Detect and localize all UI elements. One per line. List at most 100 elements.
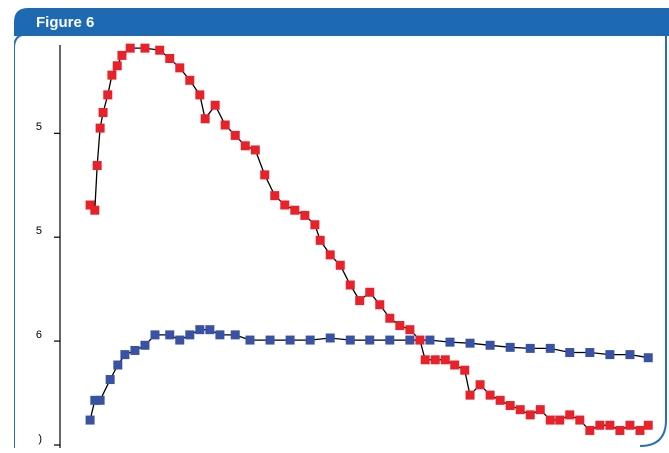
point: [595, 420, 605, 430]
point: [325, 250, 335, 260]
point: [385, 313, 395, 323]
point: [375, 300, 385, 310]
point: [305, 335, 315, 345]
plot: ) 6 5 5: [36, 43, 653, 448]
point: [95, 395, 105, 405]
y-tick-label: 5: [36, 121, 42, 133]
point: [250, 145, 260, 155]
point: [300, 210, 310, 220]
y-tick-label: 5: [36, 225, 42, 237]
point: [105, 375, 115, 385]
point: [195, 90, 205, 100]
point: [643, 420, 653, 430]
point: [335, 260, 345, 270]
point: [565, 410, 575, 420]
point: [140, 43, 150, 53]
point: [515, 405, 525, 415]
point: [195, 325, 205, 335]
header-bar: [14, 8, 669, 36]
point: [205, 325, 215, 335]
point: [185, 330, 195, 340]
point: [130, 345, 140, 355]
point: [505, 342, 515, 352]
point: [445, 337, 455, 347]
point: [125, 43, 135, 53]
point: [260, 170, 270, 180]
point: [525, 410, 535, 420]
point: [113, 360, 123, 370]
point: [465, 338, 475, 348]
point: [345, 335, 355, 345]
point: [90, 395, 100, 405]
y-tick-label: 6: [36, 329, 42, 341]
point: [315, 235, 325, 245]
point: [112, 61, 122, 71]
point: [460, 365, 470, 375]
point: [165, 54, 175, 64]
point: [450, 360, 460, 370]
point: [365, 335, 375, 345]
point: [85, 415, 95, 425]
point: [485, 390, 495, 400]
point: [605, 350, 615, 360]
point: [285, 335, 295, 345]
point: [395, 321, 405, 331]
point: [140, 340, 150, 350]
point: [545, 343, 555, 353]
point: [265, 335, 275, 345]
point: [545, 415, 555, 425]
point: [495, 395, 505, 405]
point: [270, 191, 280, 201]
point: [505, 401, 515, 411]
point: [85, 200, 95, 210]
point: [565, 348, 575, 358]
point: [425, 335, 435, 345]
point: [485, 340, 495, 350]
point: [117, 50, 127, 60]
point: [245, 335, 255, 345]
point: [200, 114, 210, 124]
point: [525, 343, 535, 353]
point: [240, 141, 250, 151]
point: [365, 287, 375, 297]
point: [155, 45, 165, 55]
point: [175, 63, 185, 73]
point: [120, 350, 130, 360]
y-tick-label: ): [38, 433, 42, 445]
point: [415, 335, 425, 345]
point: [585, 425, 595, 435]
point: [405, 325, 415, 335]
point: [150, 330, 160, 340]
point: [430, 355, 440, 365]
point: [95, 123, 105, 133]
point: [280, 200, 290, 210]
point: [555, 415, 565, 425]
point: [215, 330, 225, 340]
point: [465, 390, 475, 400]
point: [210, 100, 220, 110]
point: [98, 108, 108, 118]
point: [575, 415, 585, 425]
point: [625, 420, 635, 430]
point: [535, 405, 545, 415]
point: [355, 296, 365, 306]
point: [230, 330, 240, 340]
point: [405, 335, 415, 345]
point: [175, 335, 185, 345]
point: [605, 420, 615, 430]
point: [440, 355, 450, 365]
point: [92, 161, 102, 171]
point: [185, 75, 195, 85]
point: [325, 333, 335, 343]
point: [310, 220, 320, 230]
point: [420, 355, 430, 365]
figure-title: Figure 6: [36, 14, 94, 31]
point: [643, 353, 653, 363]
point: [290, 205, 300, 215]
point: [103, 90, 113, 100]
point: [585, 348, 595, 358]
point: [475, 380, 485, 390]
point: [635, 425, 645, 435]
